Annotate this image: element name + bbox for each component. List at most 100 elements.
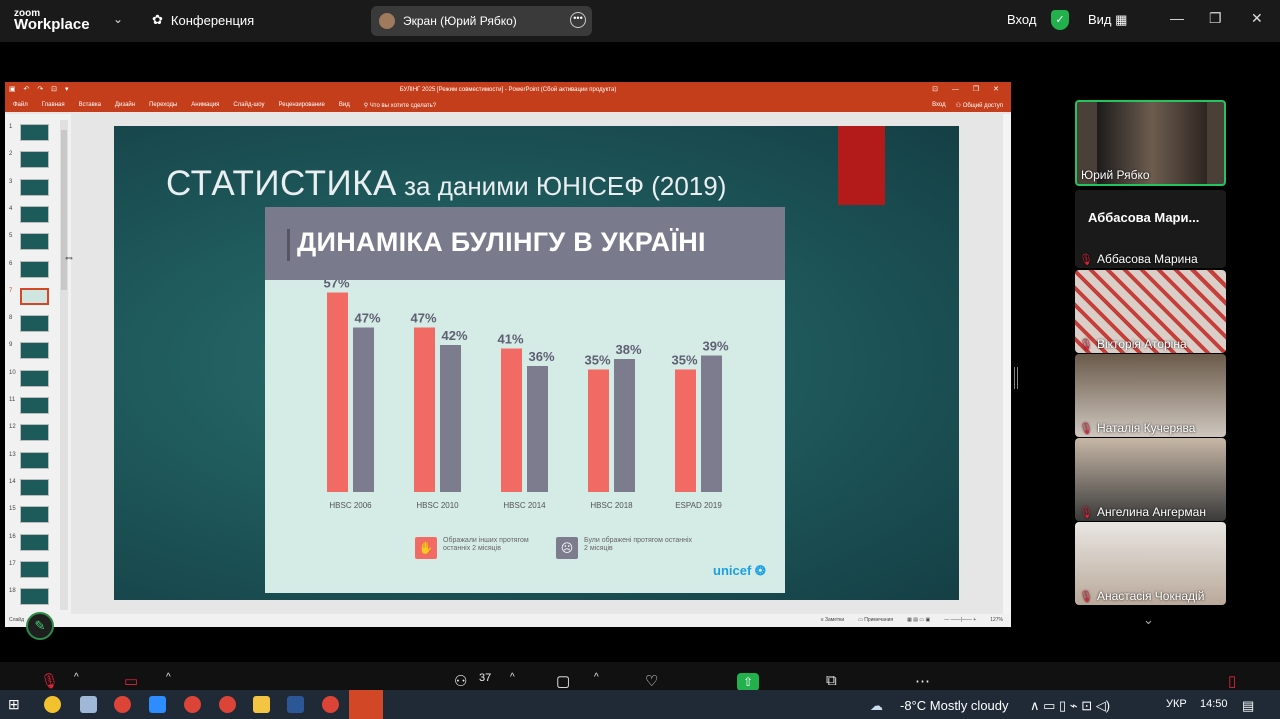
slide-thumbnail[interactable]: 8	[9, 315, 49, 333]
zoom-app-icon[interactable]	[149, 696, 166, 713]
thumbnail-image	[20, 533, 49, 551]
ribbon-tab[interactable]: Переходы	[149, 102, 178, 108]
app-icon[interactable]	[80, 696, 97, 713]
ribbon-tab[interactable]: Файл	[13, 102, 28, 108]
participant-tile[interactable]: Юрий Рябко	[1075, 100, 1226, 186]
ribbon-tab[interactable]: Слайд-шоу	[233, 102, 265, 108]
file-explorer-icon[interactable]	[253, 696, 270, 713]
reactions-icon[interactable]: ♡	[645, 673, 659, 690]
thumbnail-image	[20, 233, 49, 251]
participant-tile[interactable]: Аббасова Мари... 🎙︎ Аббасова Марина	[1075, 190, 1226, 268]
tell-me-search[interactable]: ⚲ Что вы хотите сделать?	[363, 102, 437, 109]
ribbon-tab[interactable]: Рецензирование	[278, 102, 325, 108]
ppt-sign-in[interactable]: Вход	[932, 101, 946, 108]
data-label: 41%	[497, 332, 523, 347]
apps-icon[interactable]: ⧉	[826, 672, 837, 689]
unicef-text: unicef	[713, 563, 752, 578]
chart-bar	[501, 348, 522, 492]
zoom-slider[interactable]: — ——|—— +	[944, 617, 977, 623]
slide-thumbnail[interactable]: 11	[9, 397, 49, 414]
participant-tile[interactable]: 🎙︎ Анастасія Чокнадій	[1075, 522, 1226, 605]
slide-thumbnail[interactable]: 13	[9, 451, 49, 469]
slide-thumbnail[interactable]: 15	[9, 506, 49, 524]
notifications-icon[interactable]: ▤	[1242, 698, 1255, 713]
chevron-up-icon[interactable]: ^	[594, 672, 599, 683]
screen-share-indicator[interactable]: Экран (Юрий Рябко) •••	[371, 6, 592, 36]
notes-button[interactable]: ≡ Заметки	[820, 617, 845, 623]
chat-icon[interactable]: ▢	[556, 673, 571, 690]
slide-thumbnail[interactable]: 4	[9, 205, 49, 223]
scrollbar-knob[interactable]	[61, 130, 67, 290]
chevron-up-icon[interactable]: ^	[166, 672, 171, 683]
chrome-icon[interactable]	[219, 696, 236, 713]
quick-access-icons[interactable]: ▣ ↶ ↷ ⊡ ▾	[9, 86, 72, 93]
ribbon-tab[interactable]: Дизайн	[114, 102, 136, 108]
clock[interactable]: 14:50	[1200, 698, 1228, 710]
shield-icon[interactable]: ✓	[1051, 10, 1069, 30]
slide-thumbnail[interactable]: 7	[9, 287, 49, 305]
slide-thumbnail[interactable]: 14	[9, 478, 49, 496]
language-indicator[interactable]: УКР	[1166, 698, 1187, 710]
chart-bar	[327, 292, 348, 492]
slide-thumbnail[interactable]: 1	[9, 124, 49, 141]
chrome-icon[interactable]	[322, 696, 339, 713]
slide-thumbnail[interactable]: 6	[9, 260, 49, 278]
ppt-window-controls[interactable]: ⊡ — ❐ ✕	[932, 86, 1005, 93]
slide-number: 4	[9, 205, 13, 212]
minimize-icon[interactable]: —	[1170, 10, 1184, 26]
panel-resize-handle[interactable]	[1014, 367, 1018, 389]
slide-thumbnail[interactable]: 18	[9, 588, 49, 606]
ppt-window-title: БУЛІНГ 2025 [Режим совместимости] - Powe…	[399, 87, 617, 93]
slide-thumbnail[interactable]: 5	[9, 233, 49, 251]
participant-tile[interactable]: 🎙︎ Вікторія Аторіна	[1075, 270, 1226, 353]
chrome-icon[interactable]	[184, 696, 201, 713]
slide-thumbnail[interactable]: 9	[9, 342, 49, 360]
tray-icons[interactable]: ∧ ▭ ▯ ⌁ ⊡ ◁)	[1030, 698, 1111, 713]
maximize-icon[interactable]: ❐	[1209, 10, 1222, 26]
participant-name: Юрий Рябко	[1081, 168, 1150, 182]
video-off-icon[interactable]: ▭	[124, 673, 139, 690]
pen-icon[interactable]: ✎	[26, 612, 54, 640]
slide-thumbnail[interactable]: 12	[9, 424, 49, 442]
weather-text[interactable]: -8°C Mostly cloudy	[900, 698, 1009, 713]
slide-number: 3	[9, 178, 13, 185]
chevron-up-icon[interactable]: ^	[74, 672, 79, 683]
ribbon-tab[interactable]: Вид	[338, 102, 350, 108]
end-call-icon[interactable]: ▯	[1228, 673, 1237, 690]
view-button[interactable]: Вид ▦	[1088, 12, 1127, 28]
chrome-icon[interactable]	[114, 696, 131, 713]
slide-thumbnail[interactable]: 17	[9, 560, 49, 578]
ribbon-tab[interactable]: Анимация	[191, 102, 220, 108]
more-options-icon[interactable]: •••	[570, 12, 586, 28]
participant-tile[interactable]: 🎙︎ Наталія Кучерява	[1075, 354, 1226, 437]
share-screen-icon[interactable]: ⇧	[737, 673, 759, 691]
slide-thumbnail[interactable]: 10	[9, 369, 49, 387]
thumbnail-scrollbar[interactable]	[60, 120, 68, 610]
chevron-down-icon[interactable]: ⌄	[1143, 612, 1154, 627]
slide-thumbnail[interactable]: 3	[9, 178, 49, 196]
windows-start-icon[interactable]: ⊞	[8, 696, 20, 712]
ppt-share-button[interactable]: ⚇ Общий доступ	[955, 102, 1003, 109]
legend-label-2: Були ображені протягом останніх 2 місяці…	[584, 537, 693, 552]
powerpoint-taskbar-icon[interactable]	[349, 690, 383, 719]
chevron-down-icon[interactable]: ⌄	[113, 12, 124, 26]
comments-button[interactable]: ▭ Примечания	[858, 617, 894, 623]
view-buttons[interactable]: ▦ ▤ ▭ ▣	[907, 617, 931, 623]
app-icon[interactable]	[44, 696, 61, 713]
editor-scrollbar[interactable]	[1003, 114, 1011, 614]
slide-thumbnail[interactable]: 16	[9, 533, 49, 551]
x-tick-label: HBSC 2018	[590, 501, 633, 510]
ribbon-tab[interactable]: Вставка	[78, 102, 101, 108]
mute-icon[interactable]: 🎙︎	[40, 673, 60, 690]
close-icon[interactable]: ✕	[1251, 10, 1263, 26]
login-button[interactable]: Вход	[1007, 12, 1037, 27]
resize-cursor-icon: ⇔	[63, 250, 75, 264]
more-icon[interactable]: ⋯	[915, 673, 930, 690]
participant-tile[interactable]: 🎙︎ Ангелина Ангерман	[1075, 438, 1226, 521]
slide-thumbnail[interactable]: 2	[9, 151, 49, 169]
word-icon[interactable]	[287, 696, 304, 713]
participants-icon[interactable]: ⚇	[454, 673, 468, 690]
ribbon-tab[interactable]: Главная	[41, 102, 65, 108]
conference-menu[interactable]: ✿ Конференция	[152, 12, 254, 28]
chevron-up-icon[interactable]: ^	[510, 672, 515, 683]
